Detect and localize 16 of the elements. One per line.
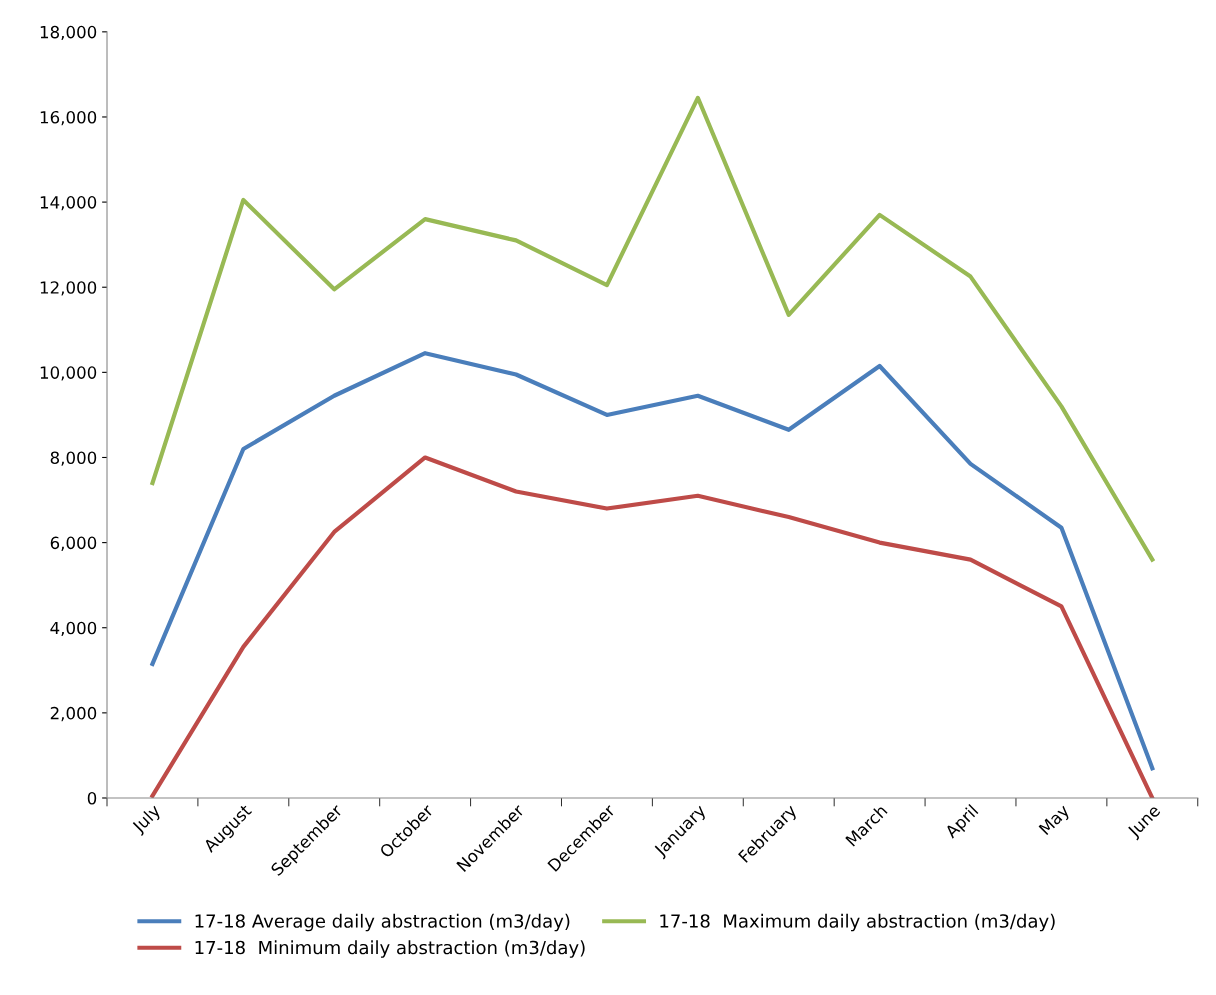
line-series xyxy=(150,95,1155,562)
y-tick-label: 12,000 xyxy=(40,281,97,296)
line-series xyxy=(150,351,1155,771)
legend-label: 17-18 Maximum daily abstraction (m3/day) xyxy=(660,913,1055,932)
y-tick-label: 6,000 xyxy=(50,536,97,551)
y-tick-label: 4,000 xyxy=(50,621,97,636)
y-tick-label: 2,000 xyxy=(50,706,97,722)
y-tick-label: 0 xyxy=(87,791,97,805)
y-tick-label: 14,000 xyxy=(40,196,97,211)
legend-label: 17-18 Average daily abstraction (m3/day) xyxy=(195,913,570,932)
y-tick-label: 8,000 xyxy=(50,451,97,466)
y-tick-label: 18,000 xyxy=(40,25,97,41)
line-series xyxy=(150,455,1155,798)
y-tick-label: 10,000 xyxy=(40,366,97,381)
legend-label: 17-18 Minimum daily abstraction (m3/day) xyxy=(195,940,585,958)
y-tick-label: 16,000 xyxy=(40,110,97,126)
